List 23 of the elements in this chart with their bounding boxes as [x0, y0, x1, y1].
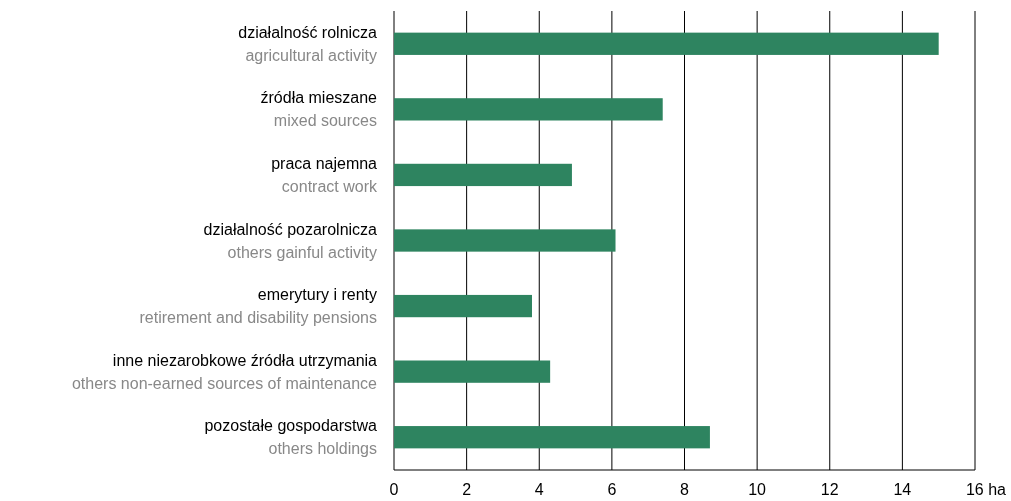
- y-tick-label: pozostałe gospodarstwa others holdings: [204, 417, 378, 458]
- x-tick-label: 14: [893, 481, 912, 498]
- x-tick-label: 0: [389, 481, 399, 498]
- bar: [394, 98, 663, 121]
- y-tick-label: działalność rolnicza agricultural activity: [238, 23, 378, 64]
- y-tick-label: działalność pozarolnicza others gainful activity: [203, 220, 378, 261]
- y-tick-label: źródła mieszane mixed sources: [260, 89, 378, 130]
- x-tick-label: 6: [607, 481, 617, 498]
- bar: [394, 360, 551, 383]
- y-tick-label: praca najemna contract work: [271, 154, 378, 195]
- bar: [394, 229, 616, 252]
- bar: [394, 294, 532, 318]
- x-tick-label: 2: [462, 481, 472, 498]
- bar: [394, 32, 939, 55]
- x-tick-label: 16 ha: [965, 481, 1007, 498]
- bar: [394, 163, 572, 187]
- x-tick-label: 10: [748, 481, 767, 498]
- x-tick-label: 12: [820, 481, 839, 498]
- bar: [394, 426, 710, 449]
- y-tick-label: inne niezarobkowe źródła utrzymania others non-earned sources of maintenance: [71, 351, 378, 392]
- x-tick-label: 8: [680, 481, 690, 498]
- y-tick-label: emerytury i renty retirement and disability pensions: [139, 286, 377, 327]
- x-tick-label: 4: [534, 481, 544, 498]
